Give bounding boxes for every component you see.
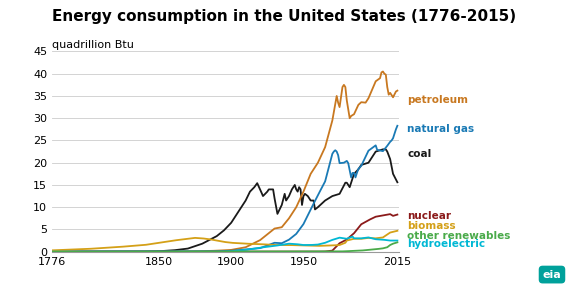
Text: Energy consumption in the United States (1776-2015): Energy consumption in the United States … — [52, 9, 516, 23]
Text: hydroelectric: hydroelectric — [407, 239, 486, 249]
Text: nuclear: nuclear — [407, 211, 451, 221]
Text: natural gas: natural gas — [407, 124, 475, 134]
Text: other renewables: other renewables — [407, 231, 511, 241]
Text: biomass: biomass — [407, 221, 456, 231]
Text: petroleum: petroleum — [407, 96, 469, 106]
Text: coal: coal — [407, 149, 432, 159]
Text: eia: eia — [543, 270, 561, 279]
Text: quadrillion Btu: quadrillion Btu — [52, 40, 134, 50]
